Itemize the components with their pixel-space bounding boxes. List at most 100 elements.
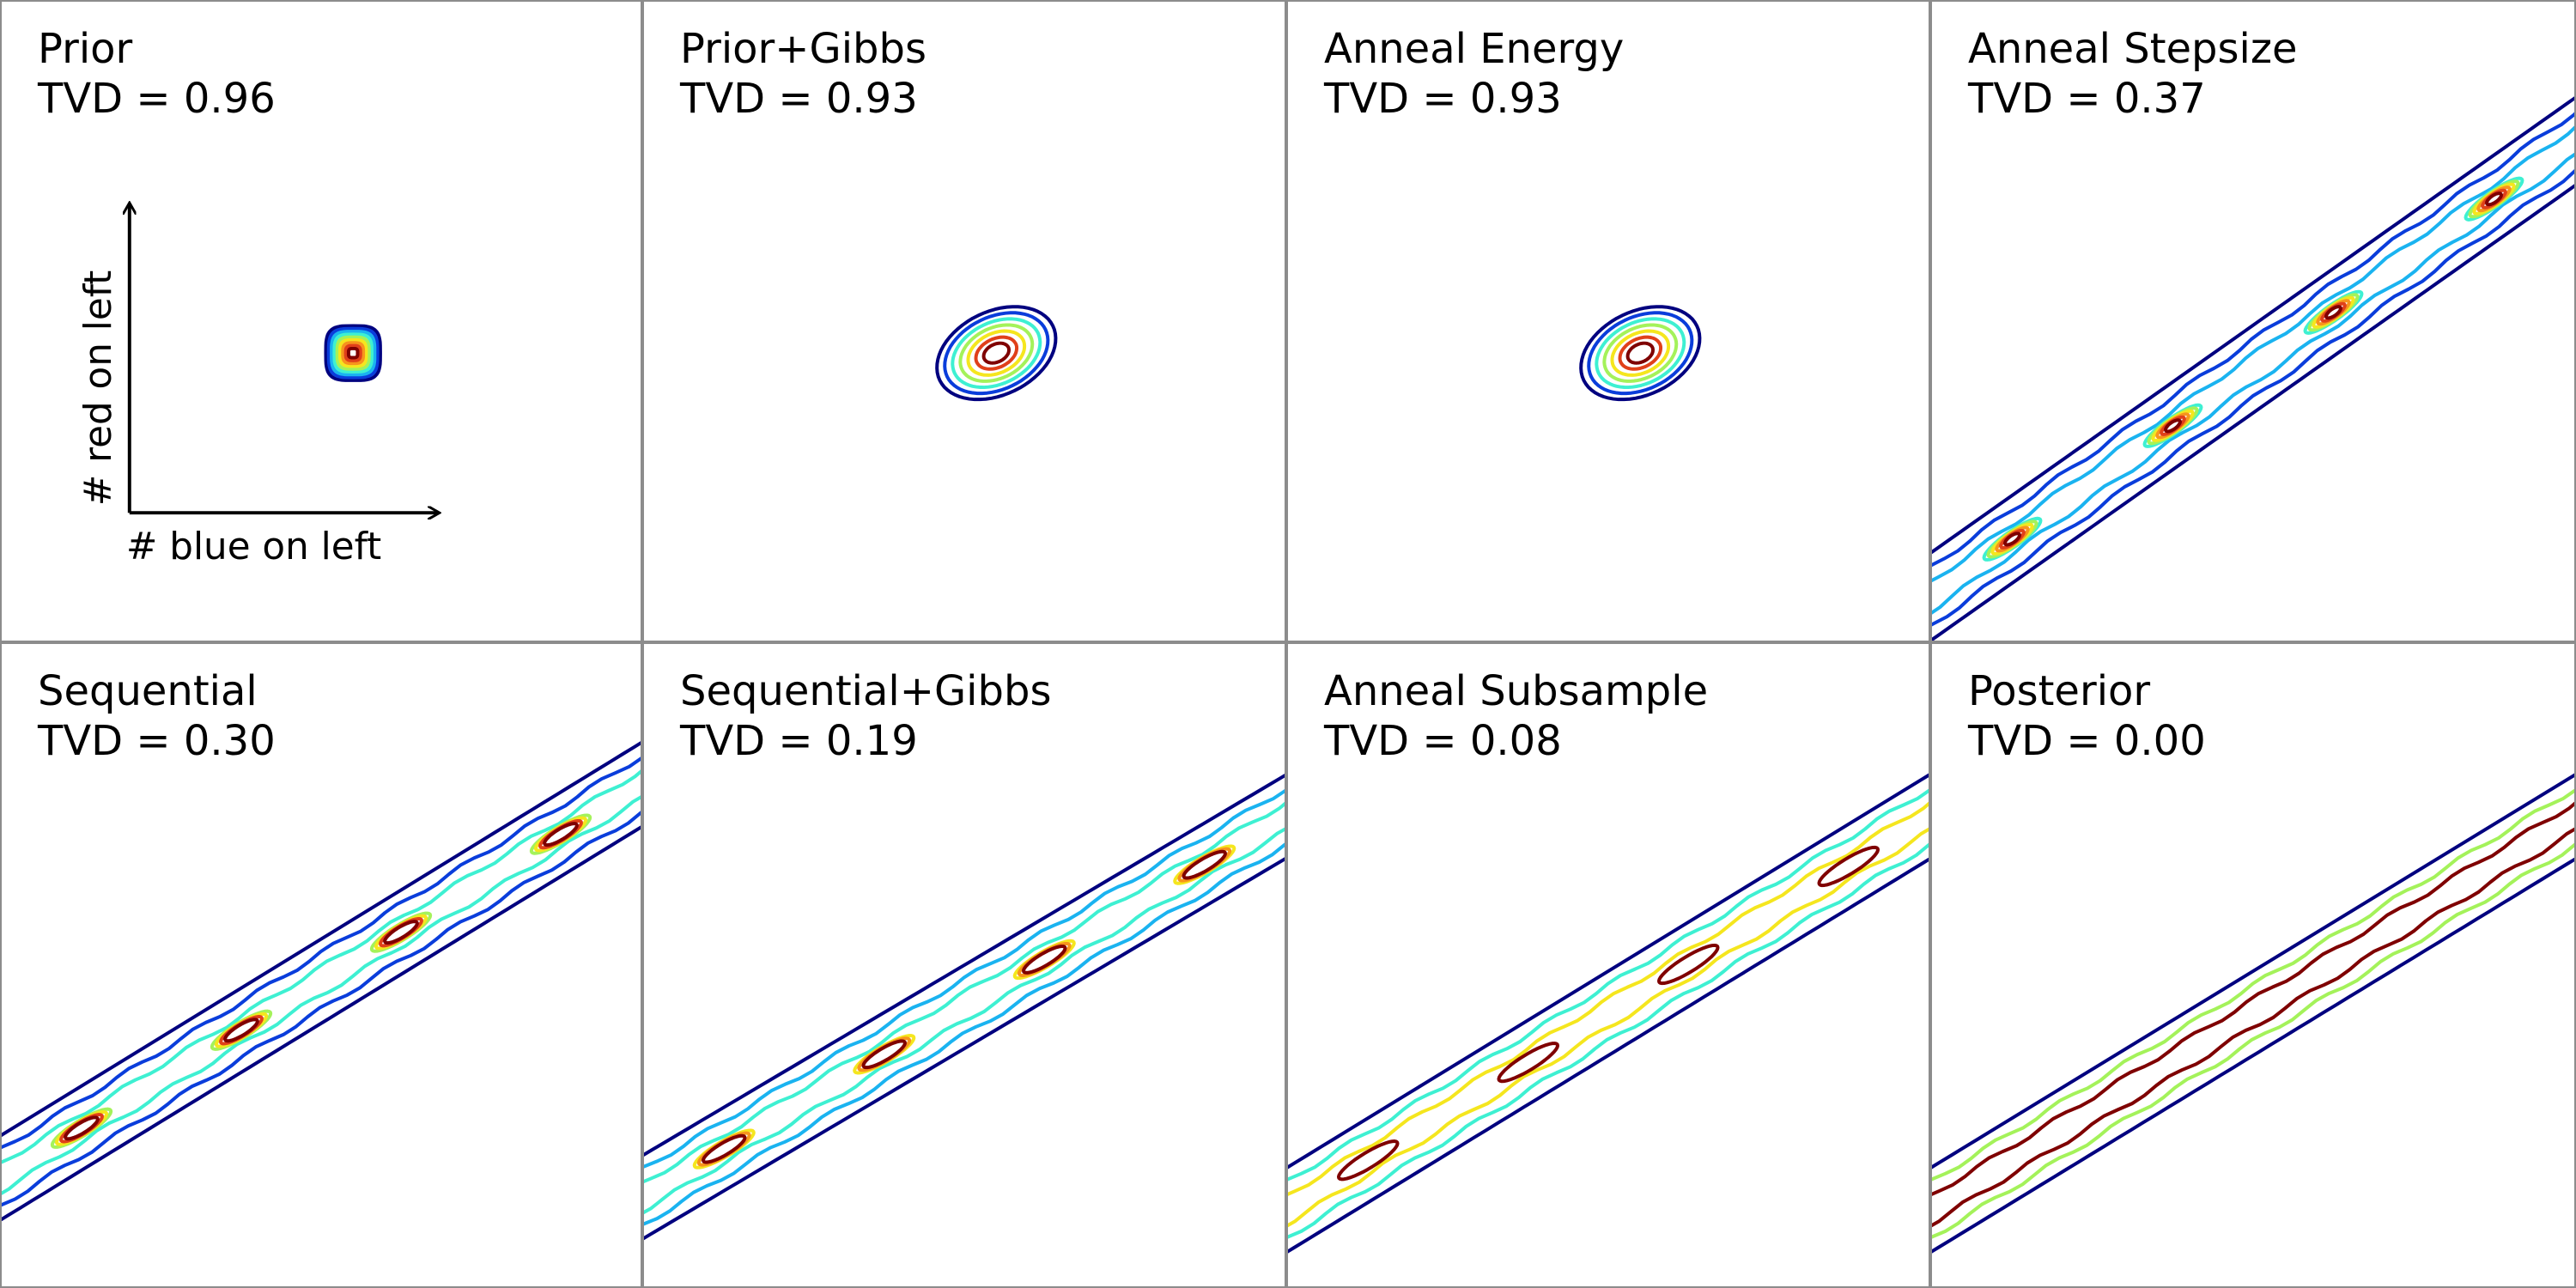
panel-anneal-energy: Anneal Energy TVD = 0.93 xyxy=(1288,0,1932,644)
contour-level-3 xyxy=(1595,317,1686,390)
panel-prior-gibbs: Prior+Gibbs TVD = 0.93 xyxy=(644,0,1288,644)
contour-level-2 xyxy=(1288,788,1929,1182)
panel-label: Prior+Gibbs TVD = 0.93 xyxy=(680,24,927,124)
contour-level-6 xyxy=(1618,335,1663,371)
contour-level-3 xyxy=(1932,827,2574,1228)
contour-level-3 xyxy=(1932,125,2574,583)
panel-title: Prior xyxy=(38,25,133,73)
panel-anneal-stepsize: Anneal Stepsize TVD = 0.37 xyxy=(1932,0,2576,644)
contour-level-1 xyxy=(2,741,641,1138)
axes-inset: # blue on left # red on left xyxy=(76,2,641,568)
contour-level-5 xyxy=(335,335,371,371)
panel-label: Anneal Stepsize TVD = 0.37 xyxy=(1968,24,2298,124)
contour-level-6 xyxy=(1022,945,1067,975)
contour-level-2 xyxy=(1587,311,1694,396)
panel-title: Anneal Stepsize xyxy=(1968,25,2298,73)
contour-level-7 xyxy=(341,341,366,366)
contour-plot-sequential-gibbs xyxy=(644,774,1285,1241)
contour-level-2 xyxy=(326,326,380,380)
contour-level-4 xyxy=(332,332,374,374)
contour-plot-prior-gibbs xyxy=(935,305,1058,402)
contour-level-9 xyxy=(2003,532,2021,547)
contour-level-1 xyxy=(1288,857,1929,1254)
contour-level-7 xyxy=(543,822,579,848)
panel-label: Posterior TVD = 0.00 xyxy=(1968,666,2206,766)
contour-level-9 xyxy=(2164,418,2182,434)
contour-level-3 xyxy=(1932,152,2574,615)
panel-title: Sequential xyxy=(38,667,258,715)
contour-level-1 xyxy=(1932,857,2574,1254)
contour-level-1 xyxy=(1579,305,1702,402)
panel-label: Anneal Energy TVD = 0.93 xyxy=(1324,24,1624,124)
contour-level-9 xyxy=(346,346,360,360)
x-axis-label: # blue on left xyxy=(126,525,381,568)
panel-label: Sequential TVD = 0.30 xyxy=(38,666,276,766)
panel-title: Anneal Energy xyxy=(1324,25,1625,73)
contour-level-7 xyxy=(64,1115,100,1141)
contour-level-3 xyxy=(1288,801,1929,1196)
contour-level-1 xyxy=(2,825,641,1222)
contour-level-3 xyxy=(1288,827,1929,1228)
contour-level-1 xyxy=(935,305,1058,402)
contour-level-2 xyxy=(943,311,1050,396)
contour-level-7 xyxy=(1625,341,1656,365)
contour-level-5 xyxy=(2307,293,2360,332)
contour-plot-prior xyxy=(324,324,382,382)
panel-title: Anneal Subsample xyxy=(1324,667,1709,715)
contour-level-4 xyxy=(1336,1139,1400,1182)
contour-plot-anneal-subsample xyxy=(1288,773,1929,1254)
contour-level-2 xyxy=(644,842,1285,1226)
panel-tvd: TVD = 0.30 xyxy=(38,717,276,765)
contour-level-9 xyxy=(2485,191,2503,207)
contour-level-4 xyxy=(1817,845,1880,888)
contour-level-1 xyxy=(1932,184,2574,641)
contour-level-6 xyxy=(1182,849,1227,880)
panel-title: Prior+Gibbs xyxy=(680,25,927,73)
panel-label: Prior TVD = 0.96 xyxy=(38,24,276,124)
contour-level-4 xyxy=(1656,943,1720,986)
contour-level-4 xyxy=(958,323,1035,383)
contour-level-3 xyxy=(2,769,641,1164)
panel-sequential: Sequential TVD = 0.30 xyxy=(0,644,644,1288)
contour-level-1 xyxy=(644,774,1285,1157)
contour-level-1 xyxy=(1288,773,1929,1170)
contour-level-2 xyxy=(1932,842,2574,1239)
contour-level-3 xyxy=(2,795,641,1195)
panel-title: Sequential+Gibbs xyxy=(680,667,1052,715)
contour-level-9 xyxy=(2324,305,2342,320)
contour-level-2 xyxy=(644,788,1285,1169)
contour-level-2 xyxy=(2,756,641,1150)
panel-title: Posterior xyxy=(1968,667,2151,715)
contour-plot-sequential xyxy=(2,741,641,1222)
panel-label: Anneal Subsample TVD = 0.08 xyxy=(1324,666,1708,766)
contour-level-1 xyxy=(1932,773,2574,1170)
panel-tvd: TVD = 0.08 xyxy=(1324,717,1562,765)
panel-tvd: TVD = 0.37 xyxy=(1968,75,2206,123)
contour-level-5 xyxy=(374,914,428,951)
panel-tvd: TVD = 0.00 xyxy=(1968,717,2206,765)
contour-level-2 xyxy=(1932,169,2574,627)
contour-level-8 xyxy=(343,343,362,362)
contour-level-6 xyxy=(974,335,1019,371)
contour-level-6 xyxy=(702,1133,747,1164)
contour-level-7 xyxy=(223,1018,259,1043)
panel-tvd: TVD = 0.93 xyxy=(680,75,918,123)
panel-tvd: TVD = 0.96 xyxy=(38,75,276,123)
panel-anneal-subsample: Anneal Subsample TVD = 0.08 xyxy=(1288,644,1932,1288)
contour-level-4 xyxy=(1602,323,1679,383)
contour-level-1 xyxy=(1932,96,2574,555)
contour-plot-posterior xyxy=(1932,773,2574,1254)
panel-sequential-gibbs: Sequential+Gibbs TVD = 0.19 xyxy=(644,644,1288,1288)
contour-level-2 xyxy=(1288,842,1929,1239)
contour-level-6 xyxy=(338,338,368,368)
contour-level-3 xyxy=(951,317,1042,390)
contour-level-3 xyxy=(644,827,1285,1215)
contour-level-3 xyxy=(1932,801,2574,1196)
panel-tvd: TVD = 0.19 xyxy=(680,717,918,765)
panel-posterior: Posterior TVD = 0.00 xyxy=(1932,644,2576,1288)
contour-level-1 xyxy=(644,857,1285,1241)
contour-level-4 xyxy=(1497,1042,1560,1084)
contour-level-7 xyxy=(981,341,1012,365)
contour-level-2 xyxy=(1932,788,2574,1182)
